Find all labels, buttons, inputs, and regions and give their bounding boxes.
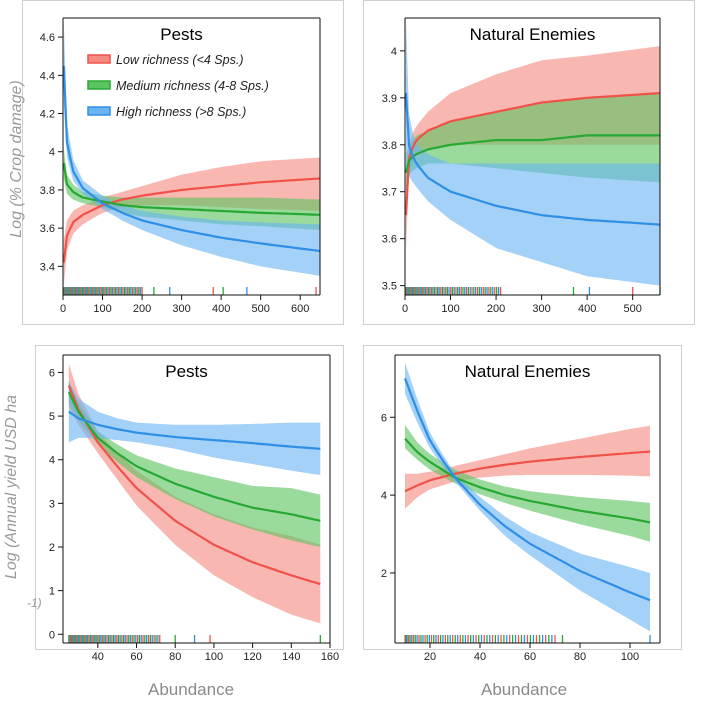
chart-pests-crop-damage: 0 100 200 300 400 500 600 3.4 3.6 3.8 4 4.2 4.4 4.6 Pe… [40,17,321,315]
panel-title: Pests [165,362,208,381]
x-tick-label: 0 [60,303,66,315]
y-tick-label: 3.5 [382,281,397,293]
series-line-high [404,93,661,226]
legend-swatch-low [87,54,111,64]
y-tick-label: 2 [49,542,55,554]
legend: Low richness (<4 Sps.) Medium richness (4… [87,53,269,119]
panel-title: Natural Enemies [465,362,591,381]
legend-label-medium: Medium richness (4-8 Sps.) [116,79,269,93]
x-tick-label: 400 [578,303,596,315]
ci-band-low [63,157,321,286]
y-tick-label: 3 [49,498,55,510]
legend-swatch-high [87,106,111,116]
x-tick-label: 80 [574,651,586,663]
x-tick-label: 500 [252,303,270,315]
x-tick-label: 100 [93,303,111,315]
series-line-medium [404,437,651,524]
y-tick-label: 3.6 [40,223,55,235]
x-tick-label: 20 [424,651,436,663]
series-line-low [404,450,651,493]
series-line-high [68,410,321,450]
series-line-high [403,378,651,602]
y-tick-label: 3.6 [382,234,397,246]
series-line-medium [67,391,321,522]
y-tick-label: 4.6 [40,32,55,44]
series-line-low [404,92,661,216]
y-tick-label: 3.4 [40,261,55,273]
x-tick-label: 0 [402,303,408,315]
ci-band-high [68,381,321,475]
x-tick-label: 160 [321,651,339,663]
y-tick-label: 0 [49,629,55,641]
series-line-high [62,65,321,253]
y-tick-label: 1 [49,586,55,598]
x-tick-label: 100 [205,651,223,663]
panel-title: Natural Enemies [470,25,596,44]
x-tick-label: 140 [282,651,300,663]
ci-band-low [405,425,650,509]
x-tick-label: 500 [623,303,641,315]
ci-band-high [405,18,660,286]
legend-label-high: High richness (>8 Sps.) [116,105,246,119]
y-axis-label-crop-damage: Log (% Crop damage) [8,80,25,238]
y-tick-label: 4 [391,46,397,58]
y-tick-label: 4 [49,147,55,159]
x-tick-label: 300 [532,303,550,315]
y-tick-label: 6 [381,412,387,424]
x-axis-label-right: Abundance [481,680,568,699]
ci-band-high [405,362,650,632]
x-axis-label-left: Abundance [148,680,235,699]
x-tick-label: 80 [169,651,181,663]
x-tick-label: 400 [212,303,230,315]
y-axis-label-yield: Log (Annual yield USD ha [3,394,20,580]
ci-band-medium [68,381,321,547]
y-tick-label: 5 [49,411,55,423]
x-tick-label: 200 [133,303,151,315]
series-line-medium [62,163,321,216]
x-tick-label: 100 [621,651,639,663]
chart-pests-yield: 40 60 80 100 120 140 160 0 1 2 3 4 5 6 Pests [49,354,339,663]
y-tick-label: 3.9 [382,93,397,105]
chart-enemies-yield: 20 40 60 80 100 2 4 6 Natural Enemies [381,354,661,663]
chart-enemies-crop-damage: 0 100 200 300 400 500 3.5 3.6 3.7 3.8 3.9 4 Natural … [382,17,661,315]
ci-band-high [63,21,321,276]
y-tick-label: 2 [381,568,387,580]
x-tick-label: 60 [130,651,142,663]
y-tick-label: 4 [381,490,387,502]
y-tick-label: 3.8 [382,140,397,152]
y-tick-label: 4 [49,455,55,467]
y-tick-label: 3.7 [382,187,397,199]
x-tick-label: 60 [524,651,536,663]
y-axis-label-yield-continued: -1) [27,596,42,610]
panel-title: Pests [160,25,203,44]
y-tick-label: 3.8 [40,185,55,197]
x-tick-label: 40 [92,651,104,663]
x-tick-label: 40 [474,651,486,663]
series-line-low [67,385,321,586]
x-tick-label: 600 [291,303,309,315]
legend-label-low: Low richness (<4 Sps.) [116,53,243,67]
y-tick-label: 4.4 [40,70,55,82]
x-tick-label: 100 [441,303,459,315]
x-tick-label: 300 [172,303,190,315]
x-tick-label: 120 [243,651,261,663]
ci-band-low [68,363,321,624]
series-line-medium [404,134,660,174]
y-tick-label: 6 [49,367,55,379]
y-tick-label: 4.2 [40,109,55,121]
x-tick-label: 200 [487,303,505,315]
legend-swatch-medium [87,80,111,90]
